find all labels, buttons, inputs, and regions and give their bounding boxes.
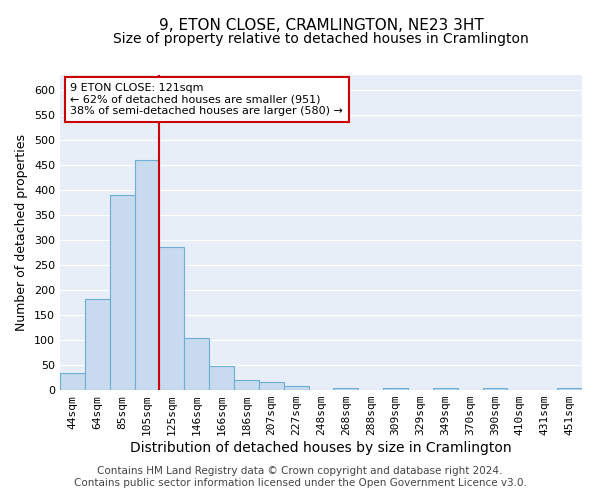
Y-axis label: Number of detached properties: Number of detached properties xyxy=(16,134,28,331)
Text: 9 ETON CLOSE: 121sqm
← 62% of detached houses are smaller (951)
38% of semi-deta: 9 ETON CLOSE: 121sqm ← 62% of detached h… xyxy=(70,83,343,116)
Bar xyxy=(184,338,209,390)
Text: Contains HM Land Registry data © Crown copyright and database right 2024.
Contai: Contains HM Land Registry data © Crown c… xyxy=(74,466,526,487)
Bar xyxy=(85,299,110,390)
Bar xyxy=(60,372,85,390)
Bar xyxy=(334,388,358,390)
Bar xyxy=(557,388,582,390)
Bar xyxy=(209,366,234,390)
Bar xyxy=(134,160,160,390)
Bar xyxy=(433,388,458,390)
Bar xyxy=(482,388,508,390)
Bar xyxy=(383,388,408,390)
Text: Size of property relative to detached houses in Cramlington: Size of property relative to detached ho… xyxy=(113,32,529,46)
Bar xyxy=(259,382,284,390)
Text: 9, ETON CLOSE, CRAMLINGTON, NE23 3HT: 9, ETON CLOSE, CRAMLINGTON, NE23 3HT xyxy=(158,18,484,32)
Bar xyxy=(160,246,184,390)
Bar xyxy=(110,195,134,390)
Bar xyxy=(284,386,308,390)
Bar xyxy=(234,380,259,390)
X-axis label: Distribution of detached houses by size in Cramlington: Distribution of detached houses by size … xyxy=(130,441,512,455)
